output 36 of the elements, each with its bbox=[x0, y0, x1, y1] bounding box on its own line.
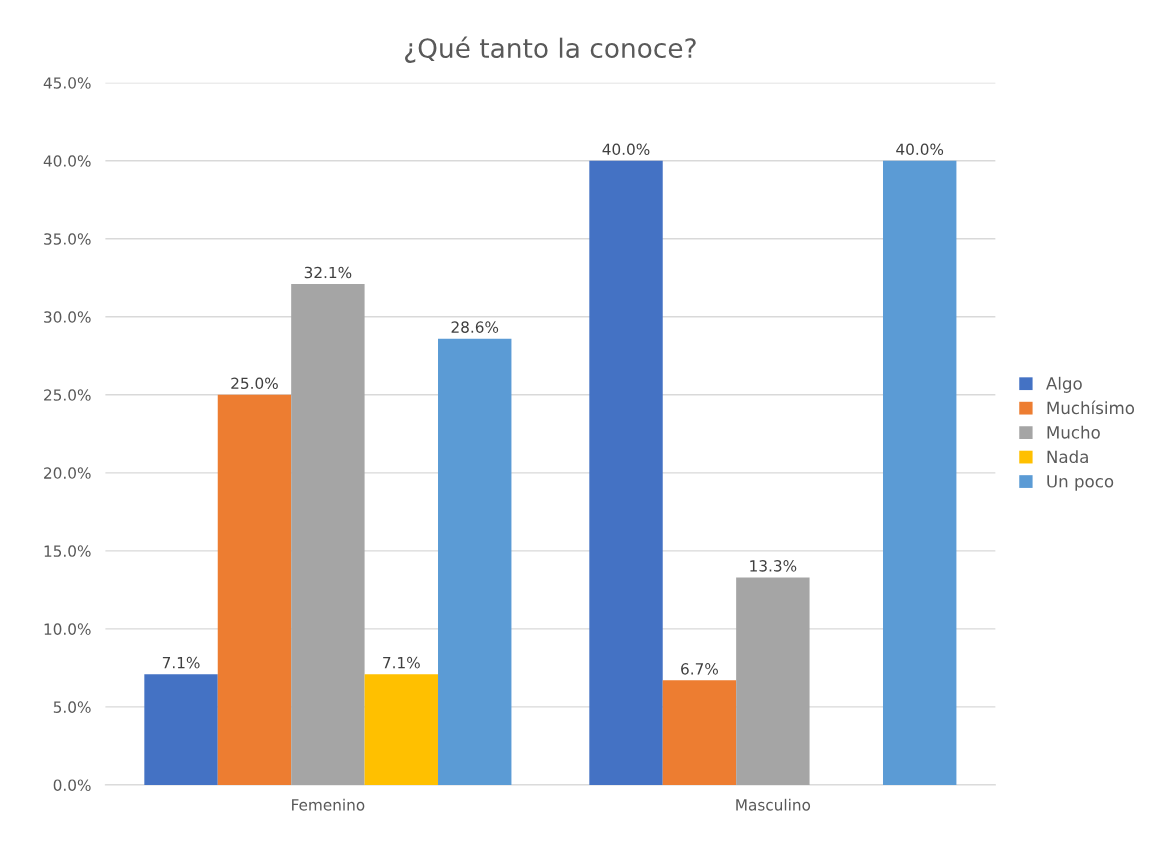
y-tick-label: 20.0% bbox=[44, 467, 91, 479]
bar bbox=[364, 674, 439, 785]
y-tick-label: 35.0% bbox=[44, 233, 91, 245]
legend-label: Un poco bbox=[1047, 475, 1114, 491]
data-label: 7.1% bbox=[383, 656, 420, 669]
y-tick-label: 10.0% bbox=[44, 623, 91, 635]
y-tick-label: 5.0% bbox=[53, 701, 91, 713]
legend-label: Nada bbox=[1047, 450, 1088, 464]
y-tick-label: 25.0% bbox=[44, 389, 91, 401]
data-label: 40.0% bbox=[896, 143, 944, 155]
chart-title: ¿Qué tanto la conoce? bbox=[405, 36, 696, 63]
bar bbox=[217, 394, 292, 785]
bar bbox=[144, 674, 218, 785]
x-tick-label: Masculino bbox=[736, 798, 811, 811]
y-tick-label: 15.0% bbox=[44, 545, 91, 557]
data-label: 28.6% bbox=[451, 321, 499, 333]
y-tick-label: 40.0% bbox=[43, 155, 91, 167]
bar bbox=[882, 160, 957, 785]
legend-label: Mucho bbox=[1047, 425, 1100, 439]
data-label: 6.7% bbox=[681, 663, 718, 675]
legend-label: Algo bbox=[1046, 376, 1082, 393]
x-tick-label: Femenino bbox=[292, 798, 365, 811]
data-label: 25.0% bbox=[231, 377, 278, 390]
data-label: 7.1% bbox=[162, 656, 200, 669]
data-label: 40.0% bbox=[602, 143, 650, 155]
legend-label: Muchísimo bbox=[1047, 400, 1135, 415]
bar bbox=[662, 680, 737, 785]
y-tick-label: 30.0% bbox=[44, 311, 91, 323]
y-tick-label: 0.0% bbox=[53, 779, 91, 791]
data-label: 32.1% bbox=[304, 266, 352, 279]
bar bbox=[589, 160, 663, 785]
data-label: 13.3% bbox=[750, 560, 797, 572]
y-tick-label: 45.0% bbox=[43, 77, 91, 89]
bar bbox=[438, 338, 512, 785]
bar bbox=[291, 284, 365, 785]
bar bbox=[736, 577, 810, 785]
